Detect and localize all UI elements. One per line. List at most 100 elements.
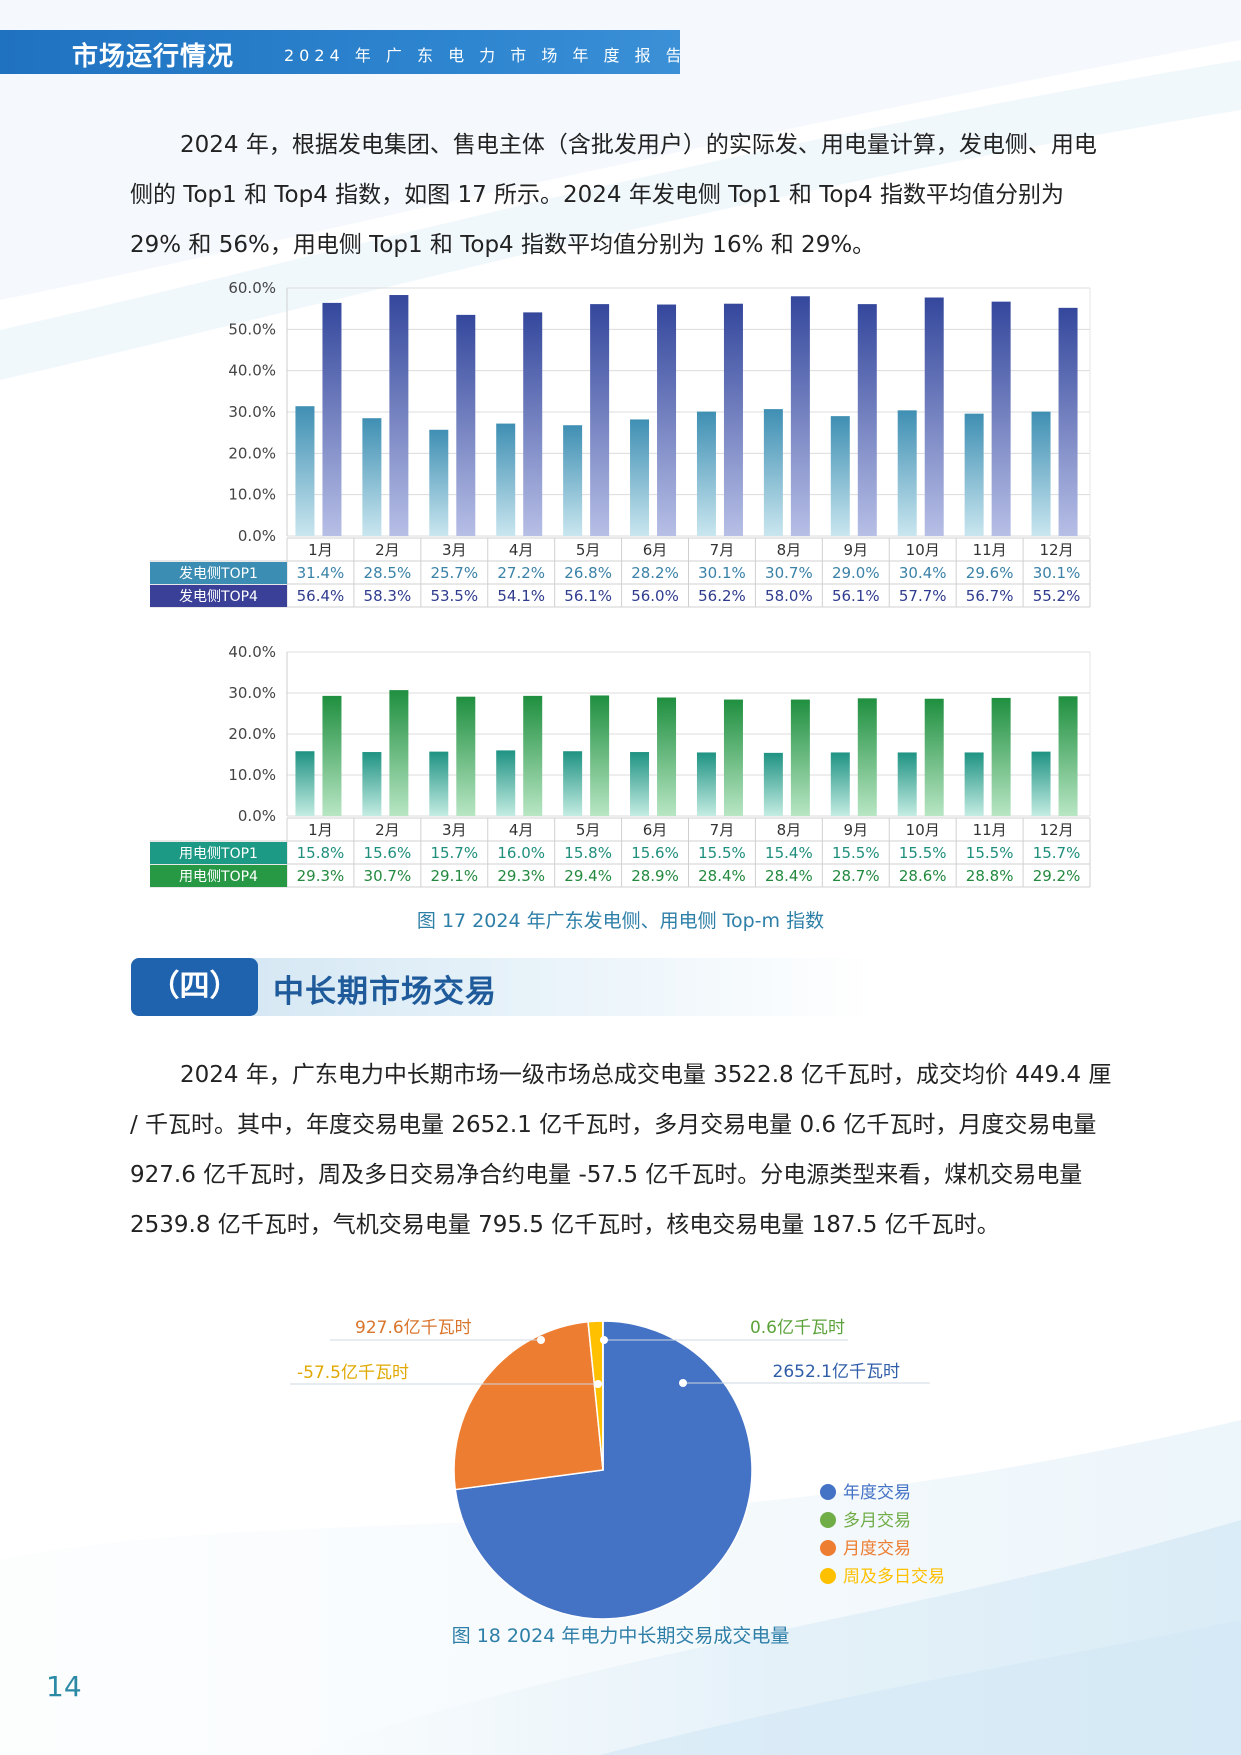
y-tick-label: 40.0% (228, 643, 276, 661)
data-label: 29.3% (497, 867, 545, 885)
bar-用电侧TOP4-10月 (924, 698, 944, 816)
legend-label-年度交易: 年度交易 (843, 1483, 911, 1503)
series-label-cell (150, 842, 287, 864)
bar-用电侧TOP1-5月 (563, 751, 583, 816)
paragraph-1-text: 2024 年，根据发电集团、售电主体（含批发用户）的实际发、用电量计算，发电侧、… (130, 132, 1097, 258)
category-label: 1月 (308, 821, 333, 839)
data-label: 15.6% (364, 844, 412, 862)
data-label: 56.4% (297, 587, 345, 605)
page-number: 14 (46, 1670, 82, 1703)
section-title: 中长期市场交易 (273, 974, 497, 1010)
data-label: 29.0% (832, 564, 880, 582)
bar-发电侧TOP4-2月 (389, 295, 409, 536)
y-tick-label: 10.0% (228, 486, 276, 504)
bar-用电侧TOP4-3月 (456, 696, 476, 816)
y-tick-label: 60.0% (228, 279, 276, 297)
bar-发电侧TOP4-8月 (790, 296, 810, 536)
data-label: 28.8% (966, 867, 1014, 885)
paragraph-2-text: 2024 年，广东电力中长期市场一级市场总成交电量 3522.8 亿千瓦时，成交… (130, 1062, 1112, 1238)
bar-用电侧TOP4-2月 (389, 690, 409, 816)
y-tick-label: 10.0% (228, 766, 276, 784)
bar-用电侧TOP1-10月 (897, 752, 917, 816)
bar-用电侧TOP1-8月 (763, 752, 783, 816)
data-label: 57.7% (899, 587, 947, 605)
section-heading-band (253, 958, 873, 1016)
data-label: 56.0% (631, 587, 679, 605)
bar-发电侧TOP1-10月 (897, 410, 917, 536)
callout-dot (537, 1336, 545, 1344)
category-label: 9月 (844, 541, 869, 559)
y-tick-label: 20.0% (228, 725, 276, 743)
bar-用电侧TOP4-9月 (857, 698, 877, 816)
y-tick-label: 0.0% (238, 807, 276, 825)
bar-发电侧TOP1-12月 (1031, 411, 1051, 536)
legend-swatch (820, 1540, 836, 1556)
pie-label-多月交易: 0.6亿千瓦时 (750, 1318, 845, 1338)
legend-swatch (820, 1568, 836, 1584)
data-label: 28.7% (832, 867, 880, 885)
data-label: 15.6% (631, 844, 679, 862)
y-tick-label: 20.0% (228, 444, 276, 462)
header-band (0, 30, 680, 74)
pie-slices (453, 1320, 753, 1620)
data-label: 15.5% (899, 844, 947, 862)
data-label: 30.1% (698, 564, 746, 582)
data-label: 58.3% (364, 587, 412, 605)
data-label: 30.1% (1033, 564, 1081, 582)
data-label: 29.6% (966, 564, 1014, 582)
bar-用电侧TOP1-9月 (830, 752, 850, 816)
bar-用电侧TOP1-3月 (429, 751, 449, 816)
data-label: 29.1% (430, 867, 478, 885)
data-label: 28.5% (364, 564, 412, 582)
bar-发电侧TOP1-1月 (295, 406, 315, 536)
bar-发电侧TOP1-9月 (830, 416, 850, 536)
data-label: 28.4% (765, 867, 813, 885)
data-label: 15.7% (430, 844, 478, 862)
bar-用电侧TOP1-12月 (1031, 751, 1051, 816)
data-label: 15.7% (1033, 844, 1081, 862)
paragraph-2: 2024 年，广东电力中长期市场一级市场总成交电量 3522.8 亿千瓦时，成交… (130, 1050, 1115, 1250)
category-label: 4月 (509, 821, 534, 839)
bar-发电侧TOP1-4月 (496, 423, 516, 536)
legend-label-月度交易: 月度交易 (843, 1539, 911, 1559)
bar-发电侧TOP1-7月 (696, 411, 716, 536)
callout-dot (594, 1380, 602, 1388)
data-label: 54.1% (497, 587, 545, 605)
data-label: 15.8% (297, 844, 345, 862)
bar-发电侧TOP1-3月 (429, 429, 449, 536)
bar-发电侧TOP4-9月 (857, 304, 877, 536)
series-label-cell (150, 865, 287, 887)
data-label: 15.5% (698, 844, 746, 862)
data-label: 28.2% (631, 564, 679, 582)
data-label: 15.5% (832, 844, 880, 862)
category-label: 12月 (1039, 821, 1073, 839)
callout-dot (600, 1336, 608, 1344)
bar-用电侧TOP4-4月 (523, 695, 543, 816)
bar-用电侧TOP4-11月 (991, 697, 1011, 816)
category-label: 5月 (576, 821, 601, 839)
legend-swatch (820, 1512, 836, 1528)
data-label: 15.5% (966, 844, 1014, 862)
y-tick-label: 40.0% (228, 362, 276, 380)
data-label: 30.4% (899, 564, 947, 582)
bar-发电侧TOP4-3月 (456, 314, 476, 536)
bar-用电侧TOP4-1月 (322, 695, 342, 816)
series-name-label: 发电侧TOP4 (179, 589, 258, 605)
bar-发电侧TOP1-6月 (630, 419, 650, 536)
header-subtitle: 2024 年 广 东 电 力 市 场 年 度 报 告 (284, 46, 687, 65)
bar-用电侧TOP1-2月 (362, 752, 382, 816)
category-label: 8月 (777, 541, 802, 559)
bar-发电侧TOP4-12月 (1058, 307, 1078, 536)
bar-用电侧TOP4-7月 (723, 699, 743, 816)
category-label: 6月 (643, 541, 668, 559)
bar-发电侧TOP1-8月 (763, 409, 783, 536)
data-label: 53.5% (430, 587, 478, 605)
series-label-cell (150, 562, 287, 584)
category-label: 7月 (710, 541, 735, 559)
data-label: 56.2% (698, 587, 746, 605)
section-number: （四） (131, 958, 258, 1016)
legend-label-多月交易: 多月交易 (843, 1511, 911, 1531)
series-name-label: 用电侧TOP1 (179, 846, 258, 862)
bar-用电侧TOP4-8月 (790, 699, 810, 816)
data-label: 28.4% (698, 867, 746, 885)
